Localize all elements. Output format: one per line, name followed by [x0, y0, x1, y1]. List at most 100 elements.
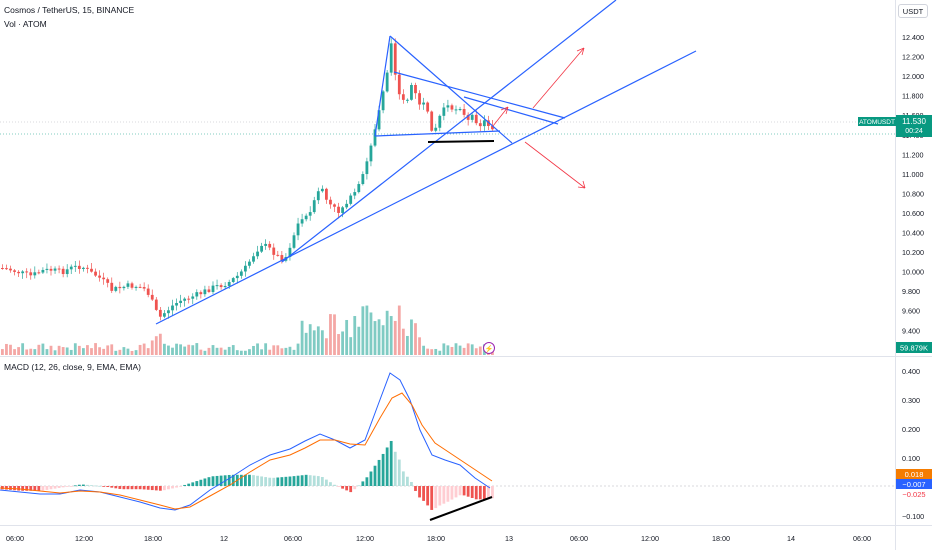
volume-bar: [203, 350, 207, 355]
candle-body: [446, 105, 450, 108]
projection-arrow-up-short[interactable]: [492, 106, 509, 127]
macd-hist-bar: [406, 476, 409, 486]
candle-body: [114, 286, 118, 291]
macd-hist-bar: [86, 484, 89, 486]
currency-button[interactable]: USDT: [898, 4, 928, 18]
candle-body: [90, 268, 93, 272]
macd-hist-bar: [57, 486, 61, 488]
macd-hist-bar: [345, 486, 349, 491]
price-tick-label: 10.200: [902, 248, 924, 257]
trendline-support-outer[interactable]: [155, 50, 697, 325]
svg-text:⚡: ⚡: [485, 344, 494, 353]
macd-axis[interactable]: 0.400 0.300 0.200 0.100 −0.100: [902, 367, 924, 521]
macd-hist-bar: [130, 486, 134, 490]
volume-bar: [422, 345, 425, 355]
volume-legend[interactable]: Vol · ATOM: [4, 19, 47, 29]
macd-hist-bar: [9, 486, 12, 490]
candle-body: [393, 43, 397, 75]
candle-body: [365, 161, 369, 175]
candle-body: [142, 287, 146, 289]
candle-body: [207, 289, 211, 292]
macd-hist-bar: [369, 471, 373, 486]
volume-bar: [438, 350, 442, 355]
volume-bar: [256, 343, 259, 355]
macd-hist-bar: [114, 486, 118, 489]
price-support-line[interactable]: [427, 140, 495, 143]
candle-body: [434, 127, 438, 131]
macd-hist-bar: [5, 486, 8, 490]
price-axis[interactable]: 12.40012.20012.00011.80011.60011.40011.2…: [902, 33, 924, 335]
price-tick-label: 11.000: [902, 170, 923, 179]
volume-bar: [478, 346, 482, 355]
wedge-upper-line[interactable]: [393, 71, 566, 119]
macd-hist-bar: [304, 474, 308, 486]
macd-divergence-line[interactable]: [429, 496, 493, 521]
projection-arrow-up-long[interactable]: [532, 47, 585, 109]
macd-hist-bar: [142, 486, 146, 490]
macd-hist-bar: [102, 486, 106, 487]
volume-bar: [373, 321, 377, 355]
volume-bar: [41, 343, 45, 355]
candle-body: [450, 105, 454, 110]
volume-bar: [393, 320, 397, 355]
candle-body: [154, 299, 158, 310]
volume-bar: [349, 337, 353, 355]
candle-body: [102, 277, 106, 280]
symbol-badge-text: ATOMUSDT: [859, 119, 895, 126]
triangle-left-edge[interactable]: [374, 35, 391, 137]
macd-legend[interactable]: MACD (12, 26, close, 9, EMA, EMA): [4, 362, 141, 372]
candle-body: [98, 275, 101, 278]
candle-body: [345, 203, 349, 208]
price-tick-label: 9.600: [902, 307, 920, 316]
macd-hist-bar: [466, 486, 470, 497]
volume-indicator-icon[interactable]: ⚡: [483, 342, 495, 354]
volume-bar: [337, 334, 340, 355]
volume-bar: [94, 343, 97, 355]
macd-hist-bar: [337, 486, 340, 487]
candle-body: [292, 235, 296, 248]
time-axis[interactable]: 06:00 12:00 18:00 12 06:00 12:00 18:00 13 06:00 1…: [6, 534, 871, 543]
macd-hist-bar: [122, 486, 126, 490]
candle-body: [430, 111, 434, 131]
drawing-layer[interactable]: [155, 0, 697, 521]
candle-body: [191, 296, 195, 299]
macd-hist-bar: [272, 477, 276, 486]
macd-tick-label: 0.100: [902, 454, 920, 463]
projection-arrow-down[interactable]: [524, 141, 586, 189]
candle-body: [422, 102, 425, 105]
macd-value-text: −0.007: [902, 480, 925, 489]
candle-body: [462, 109, 466, 115]
triangle-base[interactable]: [374, 130, 501, 137]
macd-hist-bar: [207, 477, 211, 486]
macd-hist-bar: [474, 486, 478, 500]
macd-hist-bar: [154, 486, 158, 491]
macd-histogram: [1, 440, 494, 510]
candle-body: [150, 294, 154, 300]
macd-hist-bar: [37, 486, 41, 491]
volume-bar: [357, 326, 361, 355]
volume-bar: [37, 344, 41, 355]
time-tick-label: 18:00: [712, 534, 730, 543]
macd-tick-label: −0.100: [902, 512, 924, 521]
volume-bar: [341, 331, 344, 355]
volume-bar: [312, 330, 316, 355]
triangle-upper-edge[interactable]: [389, 35, 513, 144]
symbol-title[interactable]: Cosmos / TetherUS, 15, BINANCE: [4, 5, 135, 15]
wedge-lower-line[interactable]: [463, 96, 559, 125]
macd-hist-bar: [191, 482, 195, 486]
macd-hist-bar: [401, 471, 405, 486]
candle-body: [466, 114, 470, 120]
candle-body: [134, 286, 138, 288]
candle-body: [454, 109, 458, 111]
macd-hist-bar: [77, 484, 81, 486]
volume-bar: [361, 306, 365, 355]
volume-bar: [462, 347, 466, 355]
trendline-support-inner[interactable]: [281, 0, 617, 263]
macd-hist-bar: [410, 481, 413, 486]
volume-bar: [296, 343, 300, 355]
volume-bar: [235, 350, 239, 355]
macd-hist-bar: [389, 440, 393, 486]
volume-bar: [227, 346, 231, 355]
